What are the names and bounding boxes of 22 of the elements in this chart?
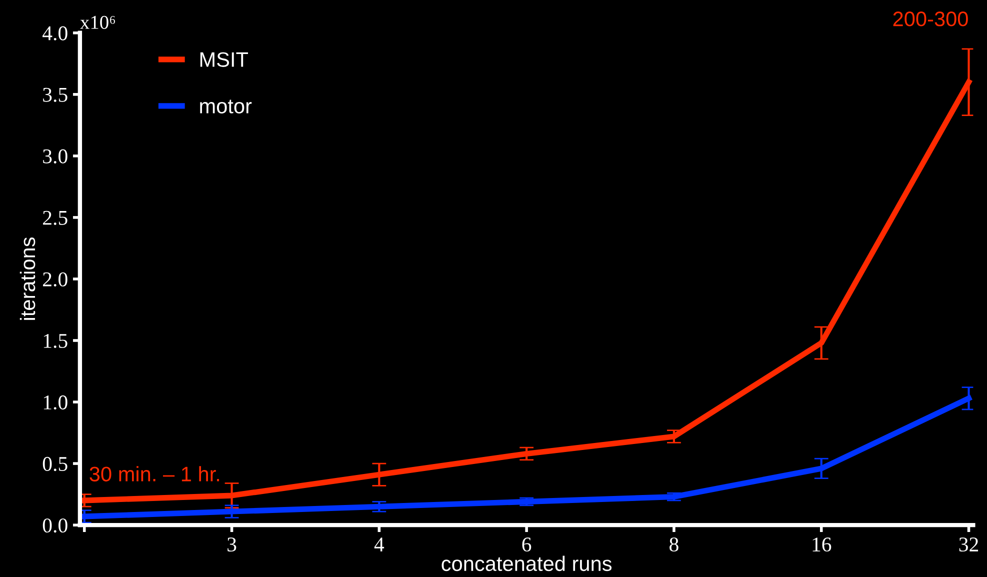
y-tick-label: 1.5: [44, 334, 68, 348]
y-tick-label: 3.5: [43, 88, 68, 102]
legend-label: motor: [200, 100, 252, 114]
y-tick-label: 2.5: [43, 210, 68, 225]
y-tick-label: 0.5: [42, 456, 68, 472]
y-tick-label: 2.0: [43, 272, 68, 287]
legend-label: MSIT: [200, 52, 248, 67]
x-tick-label: 8: [670, 537, 678, 552]
y-axis-title: iterations: [20, 237, 36, 320]
text: 200-300: [893, 12, 968, 26]
x-tick-label: 32: [959, 538, 978, 552]
y-tick-label: 4.0: [42, 26, 68, 40]
x-tick-label: 4: [374, 538, 384, 552]
y-tick-label: 3.0: [43, 149, 68, 164]
x-tick-label: 6: [522, 538, 532, 552]
x-tick-label: 16: [812, 538, 832, 552]
y-tick-label: 1.0: [44, 395, 68, 410]
text: x10⁶: [80, 16, 115, 29]
x-axis-title: concatenated runs: [442, 556, 612, 572]
annotation: 30 min. – 1 hr.: [90, 466, 219, 482]
x-tick-label: 3: [228, 538, 236, 552]
y-tick-label: 0.0: [42, 518, 68, 533]
